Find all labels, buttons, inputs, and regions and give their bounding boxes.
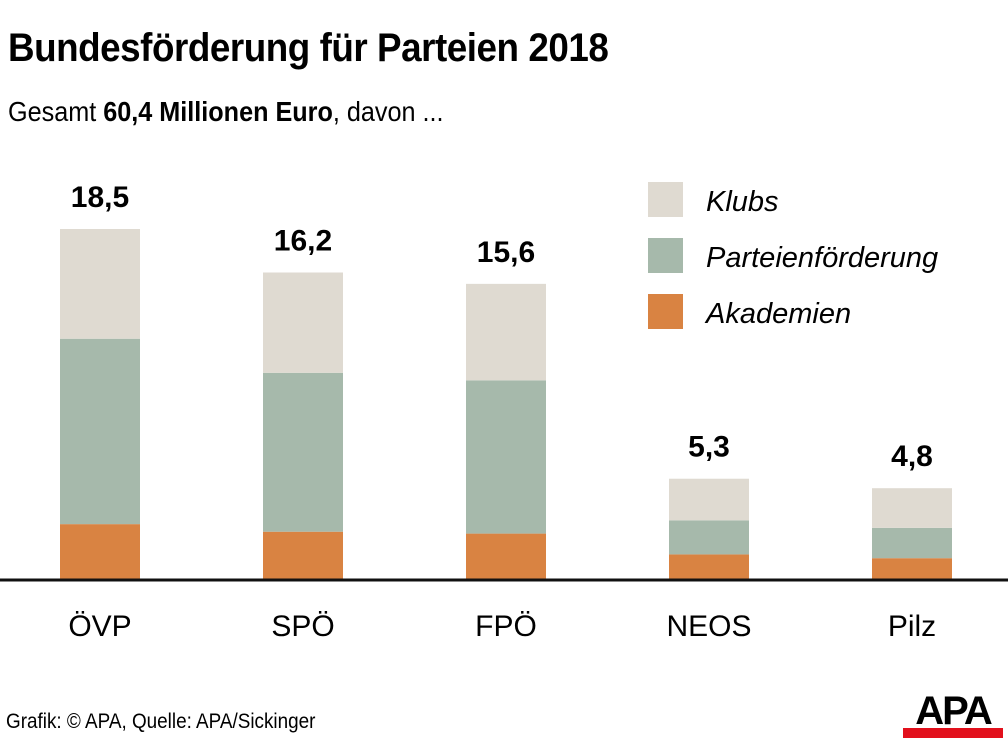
category-label: FPÖ [475, 610, 537, 643]
bar-segment-klubs [60, 229, 140, 339]
bar-segment-klubs [466, 283, 546, 381]
category-label: NEOS [666, 610, 751, 643]
bar-segment-klubs [263, 272, 343, 373]
chart-subtitle: Gesamt 60,4 Millionen Euro, davon ... [8, 96, 444, 128]
bar-segment-akademien [60, 524, 140, 579]
bar-segment-klubs [872, 488, 952, 528]
bar-segment-parteienfrderung [60, 338, 140, 525]
chart-title: Bundesförderung für Parteien 2018 [8, 26, 609, 70]
bar-segment-parteienfrderung [872, 527, 952, 559]
bar-segment-akademien [263, 531, 343, 579]
bar-segment-akademien [872, 558, 952, 579]
logo-text: APA [915, 689, 992, 733]
category-label: SPÖ [271, 610, 334, 643]
legend-swatch [648, 294, 683, 329]
total-label: 15,6 [477, 236, 535, 269]
total-label: 5,3 [688, 431, 730, 464]
subtitle-prefix: Gesamt [8, 96, 104, 127]
bar-segment-parteienfrderung [466, 380, 546, 534]
legend-swatch [648, 238, 683, 273]
bar-segment-parteienfrderung [263, 372, 343, 532]
bar-segment-klubs [669, 478, 749, 521]
total-label: 16,2 [274, 225, 332, 258]
subtitle-total: 60,4 Millionen Euro [103, 96, 333, 127]
category-label: Pilz [888, 610, 936, 643]
legend-label: Klubs [706, 186, 779, 218]
subtitle-suffix: , davon ... [332, 96, 444, 127]
logo-accent-bar [903, 728, 1003, 738]
apa-logo: APA [903, 689, 1003, 739]
category-label: ÖVP [68, 610, 131, 643]
source-note: Grafik: © APA, Quelle: APA/Sickinger [6, 710, 316, 733]
legend-label: Parteienförderung [706, 242, 938, 274]
total-label: 18,5 [71, 181, 129, 214]
legend-swatch [648, 182, 683, 217]
bar-segment-parteienfrderung [669, 520, 749, 555]
bar-segment-akademien [466, 533, 546, 579]
total-label: 4,8 [891, 440, 933, 473]
legend-label: Akademien [704, 298, 851, 330]
bar-segment-akademien [669, 554, 749, 579]
